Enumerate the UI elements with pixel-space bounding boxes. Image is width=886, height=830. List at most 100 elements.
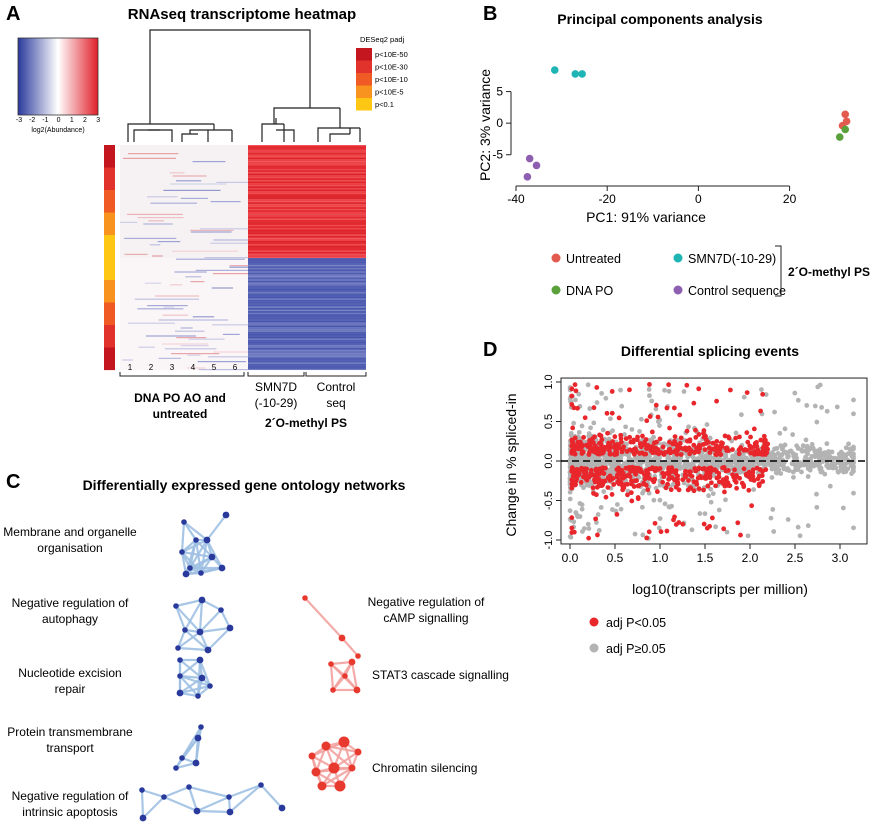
splicing-point-sig [573, 388, 579, 394]
heatmap-row-streak [197, 361, 247, 363]
colorbar-tick: 2 [83, 117, 87, 124]
heatmap-row-streak [137, 308, 184, 310]
splicing-axes: 0.0 0.5 1.0 1.5 2.0 2.5 3.0 -1.0 -0.5 0.0 0.5 1.0 [543, 374, 849, 565]
splicing-point-sig [586, 535, 592, 541]
go-network-node [198, 674, 206, 682]
splicing-point-sig [758, 408, 763, 414]
splicing-point-ns [805, 474, 811, 479]
splicing-point-sig [678, 435, 684, 441]
heatmap-row-texture [248, 290, 366, 292]
go-network-node [198, 724, 204, 730]
splicing-point-sig [703, 475, 709, 481]
splicing-point-ns [568, 431, 574, 436]
splicing-point-sig [713, 447, 719, 452]
splicing-point-sig [677, 412, 683, 418]
heatmap-row-texture [248, 295, 366, 297]
splicing-point-sig [616, 481, 622, 487]
pca-point [835, 133, 844, 141]
heatmap-row-texture [248, 199, 366, 201]
padj-side-segment [104, 325, 115, 348]
heatmap-row-texture [248, 249, 366, 251]
splicing-point-sig [655, 414, 661, 420]
heatmap-row-texture [248, 151, 366, 153]
splicing-point-ns [585, 521, 591, 527]
splicing-point-sig [570, 473, 576, 479]
heatmap-row-texture [248, 234, 366, 236]
heatmap-row-texture [248, 309, 366, 311]
go-network-node [353, 686, 361, 694]
splicing-point-ns [571, 519, 577, 525]
heatmap-row-texture [248, 169, 366, 171]
go-network-edge [177, 631, 201, 649]
splicing-point-ns [575, 514, 581, 520]
splicing-point-ns [640, 532, 646, 538]
splicing-point-ns [816, 461, 822, 467]
splicing-point-ns [609, 464, 615, 469]
heatmap-row-texture [248, 297, 366, 299]
splicing-point-sig [599, 478, 605, 484]
panel-b: B Principal components analysis -40 -20 0 2… [477, 3, 870, 298]
splicing-point-ns [651, 497, 657, 503]
heatmap-row-texture [248, 364, 366, 366]
splicing-point-ns [851, 490, 856, 496]
splicing-point-ns [747, 464, 753, 469]
splicing-point-ns [805, 523, 811, 529]
splicing-point-sig [609, 410, 615, 416]
splicing-point-sig [691, 442, 697, 448]
go-network-label: Chromatin silencing [372, 761, 477, 775]
splicing-point-ns [646, 458, 652, 464]
go-network-node [338, 736, 350, 748]
splicing-point-ns [843, 445, 849, 451]
padj-side-segment [104, 347, 115, 371]
go-network-node [194, 734, 202, 742]
splicing-point-ns [586, 526, 592, 531]
splicing-point-sig [678, 452, 684, 457]
splicing-point-ns [849, 445, 855, 451]
splicing-point-ns [608, 416, 613, 422]
padj-side-segment [104, 302, 115, 326]
splicing-point-sig [672, 434, 678, 440]
heatmap-row-texture [248, 245, 366, 247]
sample-number: 6 [233, 363, 238, 372]
heatmap-row-texture [248, 213, 366, 215]
splicing-point-sig [663, 485, 669, 491]
splicing-point-sig [635, 483, 641, 489]
go-network-node [196, 628, 204, 636]
splicing-x-tick-label: 0.0 [562, 551, 579, 565]
go-network-node [182, 627, 188, 633]
splicing-point-sig [700, 466, 705, 472]
splicing-point-sig [720, 480, 726, 486]
padj-swatch [356, 60, 372, 73]
splicing-point-ns [785, 454, 791, 460]
heatmap-row-streak [216, 181, 248, 183]
splicing-point-ns [790, 432, 796, 437]
padj-label: p<0.1 [375, 100, 394, 109]
go-network-node [226, 624, 234, 632]
heatmap-row-texture [248, 367, 366, 369]
splicing-point-ns [771, 529, 777, 534]
splicing-point-ns [723, 497, 728, 503]
heatmap-row-texture [248, 257, 366, 259]
splicing-point-ns [827, 483, 833, 489]
splicing-point-ns [622, 432, 627, 437]
go-network-node [258, 782, 264, 788]
splicing-point-ns [647, 393, 652, 399]
go-network-edge [332, 675, 346, 691]
pca-axes: -40 -20 0 20 -5 0 5 [492, 85, 796, 206]
sample-number: 2 [149, 363, 154, 372]
splicing-y-tick-label: 0.0 [543, 453, 555, 468]
splicing-point-ns [766, 460, 772, 465]
splicing-point-sig [667, 425, 672, 431]
heatmap-row-streak [188, 338, 225, 340]
heatmap-row-texture [248, 193, 366, 195]
splicing-point-sig [661, 474, 667, 480]
padj-swatch [356, 85, 372, 98]
heatmap-row-streak [127, 213, 183, 215]
splicing-point-ns [826, 449, 831, 454]
splicing-point-sig [761, 433, 767, 439]
panel-d: D Differential splicing events 0.0 0.5 1.0… [483, 339, 868, 656]
splicing-point-sig [598, 441, 604, 446]
splicing-point-sig [747, 443, 753, 449]
splicing-point-ns [689, 527, 695, 533]
splicing-point-ns [567, 508, 573, 514]
